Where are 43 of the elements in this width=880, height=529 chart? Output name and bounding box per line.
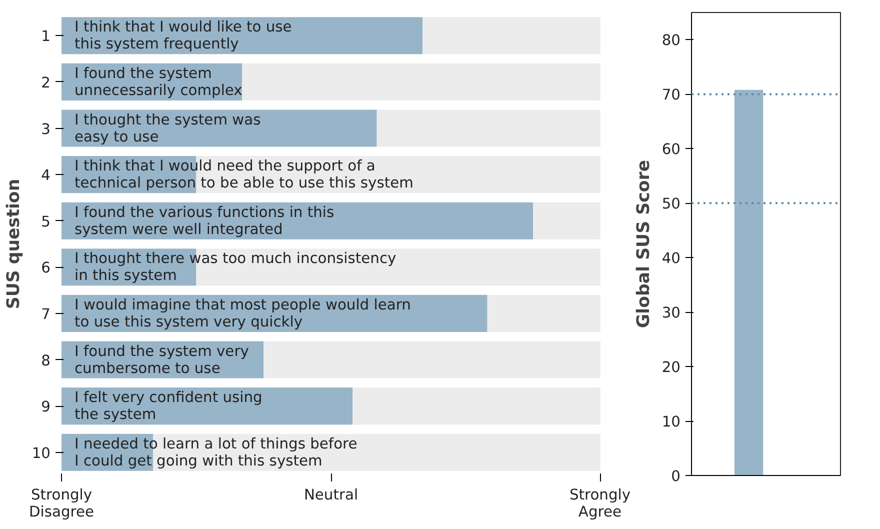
y-tick-label: 80: [662, 32, 681, 50]
bar: [422, 17, 600, 54]
y-tick-label: 10: [32, 444, 51, 462]
annotation: I found the various functions in this system were well integrated: [74, 204, 334, 238]
y-tick-label: 60: [662, 141, 681, 158]
annotation: I found the system very cumbersome to use: [74, 342, 250, 377]
annotation: I think that I would need the support of a technical person to be able to use this system: [74, 158, 414, 192]
y-tick-label: 7: [41, 306, 51, 323]
y-tick-label: 2: [41, 74, 51, 92]
bar: [352, 388, 600, 425]
annotation: I think that I would like to use this system frequently: [74, 18, 292, 53]
annotation: I would imagine that most people would learn to use this system very quickly: [74, 296, 411, 330]
annotation: I needed to learn a lot of things before I could get going with this system: [74, 435, 358, 470]
annotation: I felt very confident using the system: [74, 389, 262, 424]
bar: [487, 294, 600, 332]
annotation: Strongly Agree: [569, 486, 631, 520]
y-tick-label: 3: [41, 120, 51, 138]
y-tick-label: 5: [41, 213, 51, 230]
bar: [242, 63, 600, 100]
y-tick-label: 10: [662, 414, 681, 431]
y-axis-title: SUS question: [4, 178, 24, 310]
bar: [62, 388, 353, 425]
y-tick-label: 40: [662, 250, 681, 268]
y-tick-label: 4: [41, 167, 51, 184]
annotation: Neutral: [304, 486, 358, 504]
y-tick-label: 6: [41, 260, 51, 277]
y-axis-title: Global SUS Score: [634, 160, 654, 328]
y-tick-label: 8: [41, 352, 51, 370]
annotation: Strongly Disagree: [28, 486, 94, 520]
y-tick-label: 30: [662, 304, 681, 322]
annotation: I thought there was too much inconsistency in this system: [74, 250, 397, 284]
annotation: I thought the system was easy to use: [74, 111, 261, 146]
bar: [533, 202, 600, 240]
y-tick-label: 9: [41, 398, 51, 416]
annotation: I found the system unnecessarily complex: [74, 64, 243, 99]
bar: [376, 110, 600, 147]
y-tick-label: 70: [662, 86, 681, 104]
y-tick-label: 20: [662, 359, 681, 376]
y-tick-label: 50: [662, 196, 681, 213]
y-tick-label: 1: [41, 28, 51, 46]
y-tick-label: 0: [671, 468, 681, 485]
bar: [62, 110, 377, 147]
bar: [264, 341, 600, 378]
